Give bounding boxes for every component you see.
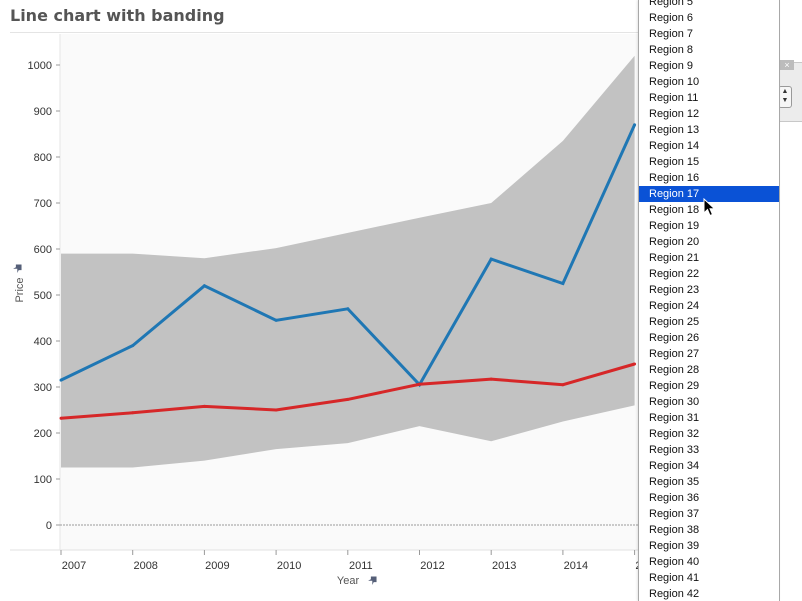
- dropdown-item[interactable]: Region 20: [649, 236, 700, 248]
- x-tick-label: 2015: [635, 560, 640, 572]
- pin-icon: [368, 576, 377, 585]
- dropdown-item[interactable]: Region 29: [649, 380, 700, 392]
- dropdown-item[interactable]: Region 19: [649, 220, 700, 232]
- data-point: [202, 404, 206, 408]
- dropdown-item[interactable]: Region 27: [649, 348, 700, 360]
- y-tick-label: 500: [34, 290, 52, 302]
- y-tick-label: 1000: [28, 60, 52, 72]
- dropdown-item[interactable]: Region 11: [649, 92, 699, 104]
- dropdown-item[interactable]: Region 39: [649, 540, 700, 552]
- y-tick-label: 0: [46, 520, 52, 532]
- close-icon[interactable]: ×: [780, 60, 794, 70]
- dropdown-item[interactable]: Region 23: [649, 284, 700, 296]
- data-point: [274, 318, 278, 322]
- dropdown-item[interactable]: Region 18: [649, 204, 700, 216]
- data-point: [489, 257, 493, 261]
- dropdown-item[interactable]: Region 31: [649, 412, 700, 424]
- dropdown-item[interactable]: Region 14: [649, 140, 700, 152]
- y-tick-label: 900: [34, 106, 52, 118]
- dropdown-item[interactable]: Region 24: [649, 300, 700, 312]
- dropdown-item[interactable]: Region 30: [649, 396, 700, 408]
- dropdown-item[interactable]: Region 35: [649, 476, 700, 488]
- data-point: [346, 307, 350, 311]
- reference-band: [61, 55, 635, 468]
- dropdown-item[interactable]: Region 28: [649, 364, 700, 376]
- x-tick-label: 2014: [564, 560, 588, 572]
- y-tick-label: 800: [34, 152, 52, 164]
- page-title: Line chart with banding: [10, 6, 225, 25]
- dropdown-item[interactable]: Region 8: [649, 44, 694, 56]
- dropdown-item[interactable]: Region 7: [649, 28, 694, 40]
- data-point: [561, 383, 565, 387]
- y-tick-label: 100: [34, 474, 52, 486]
- data-point: [633, 362, 637, 366]
- y-tick-label: 200: [34, 428, 52, 440]
- x-tick-label: 2010: [277, 560, 301, 572]
- data-point: [489, 377, 493, 381]
- spinner-icon[interactable]: ▲ ▼: [778, 86, 792, 108]
- dropdown-item[interactable]: Region 32: [649, 428, 700, 440]
- dropdown-item[interactable]: Region 22: [649, 268, 700, 280]
- y-tick-label: 600: [34, 244, 52, 256]
- dropdown-item[interactable]: Region 25: [649, 316, 700, 328]
- dropdown-list[interactable]: Region 5 Region 6 Region 7 Region 8 Region 9…: [639, 0, 779, 601]
- dropdown-item[interactable]: Region 15: [649, 156, 700, 168]
- data-point: [274, 408, 278, 412]
- pointer-cursor-icon: [703, 198, 716, 217]
- x-tick-label: 2007: [62, 560, 86, 572]
- dropdown-item[interactable]: Region 41: [649, 572, 700, 584]
- x-axis-label: Year: [337, 575, 360, 587]
- x-tick-label: 2009: [205, 560, 229, 572]
- y-tick-label: 300: [34, 382, 52, 394]
- y-tick-label: 400: [34, 336, 52, 348]
- data-point: [633, 123, 637, 127]
- data-point: [59, 416, 63, 420]
- data-point: [59, 378, 63, 382]
- y-tick-label: 700: [34, 198, 52, 210]
- dropdown-item[interactable]: Region 9: [649, 60, 694, 72]
- y-axis-label: Price: [14, 277, 26, 302]
- data-point: [561, 282, 565, 285]
- dropdown-item[interactable]: Region 34: [649, 460, 700, 472]
- dropdown-item[interactable]: Region 42: [649, 588, 700, 600]
- title-divider: [10, 32, 638, 33]
- dropdown-item[interactable]: Region 37: [649, 508, 700, 520]
- dropdown-item[interactable]: Region 16: [649, 172, 700, 184]
- x-tick-label: 2008: [133, 560, 157, 572]
- data-point: [346, 397, 350, 401]
- line-chart: 0 100 200 300 400 500 600 700 800 900 1000 2007 2008…: [10, 34, 640, 587]
- data-point: [131, 411, 135, 415]
- dropdown-item[interactable]: Region 40: [649, 556, 700, 568]
- dropdown-item[interactable]: Region 26: [649, 332, 700, 344]
- dropdown-item[interactable]: Region 5: [649, 0, 694, 8]
- dropdown-item[interactable]: Region 36: [649, 492, 700, 504]
- x-tick-label: 2011: [349, 560, 373, 572]
- dropdown-item[interactable]: Region 38: [649, 524, 700, 536]
- region-dropdown[interactable]: Region 5 Region 6 Region 7 Region 8 Region 9…: [638, 0, 780, 601]
- dropdown-item[interactable]: Region 6: [649, 12, 694, 24]
- pin-icon: [13, 264, 22, 273]
- dropdown-item[interactable]: Region 33: [649, 444, 700, 456]
- dropdown-item-selected[interactable]: Region 17: [639, 186, 779, 202]
- dropdown-item[interactable]: Region 13: [649, 124, 700, 136]
- data-point: [131, 344, 135, 348]
- dropdown-item[interactable]: Region 12: [649, 108, 700, 120]
- x-tick-label: 2013: [492, 560, 516, 572]
- dropdown-item[interactable]: Region 10: [649, 76, 700, 88]
- data-point: [418, 382, 421, 386]
- x-tick-label: 2012: [420, 560, 444, 572]
- data-point: [202, 284, 206, 288]
- dropdown-item[interactable]: Region 21: [649, 252, 700, 264]
